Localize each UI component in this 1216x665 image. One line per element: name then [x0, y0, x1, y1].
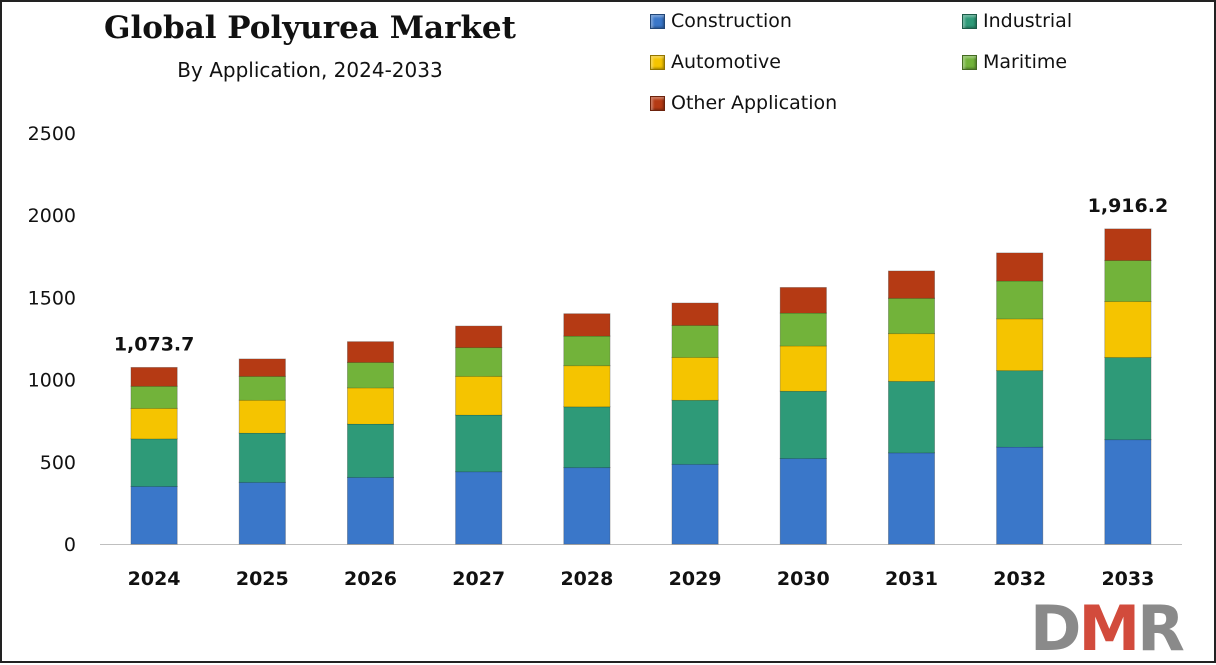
legend-label-automotive: Automotive	[671, 51, 781, 73]
legend-swatch-industrial	[962, 13, 977, 29]
bar-shade-automotive-2029	[672, 357, 719, 401]
bar-shade-construction-2031	[888, 452, 935, 544]
bar-shade-other-application-2028	[563, 313, 610, 337]
bar-shade-maritime-2026	[347, 362, 394, 388]
y-tick-label-2000: 2000	[28, 205, 76, 227]
bar-shade-construction-2033	[1104, 439, 1151, 544]
legend-item-automotive: Automotive	[650, 51, 962, 73]
x-tick-label-2027: 2027	[452, 568, 505, 590]
bar-shade-automotive-2024	[131, 408, 178, 439]
bar-shade-other-application-2025	[239, 359, 286, 377]
bar-shade-industrial-2027	[455, 414, 502, 472]
chart-title: Global Polyurea Market	[104, 10, 516, 46]
bar-shade-construction-2032	[996, 447, 1043, 544]
y-tick-label-500: 500	[40, 452, 76, 474]
data-label-2024: 1,073.7	[114, 333, 195, 355]
bar-shade-automotive-2030	[780, 345, 827, 392]
x-tick-label-2025: 2025	[236, 568, 289, 590]
legend-item-maritime: Maritime	[962, 51, 1122, 73]
y-tick-label-2500: 2500	[28, 123, 76, 145]
x-tick-label-2031: 2031	[885, 568, 938, 590]
bar-shade-construction-2025	[239, 482, 286, 544]
bar-shade-industrial-2033	[1104, 357, 1151, 440]
x-tick-label-2033: 2033	[1101, 568, 1154, 590]
x-tick-label-2030: 2030	[777, 568, 830, 590]
legend-swatch-automotive	[650, 54, 665, 70]
bar-shade-other-application-2024	[131, 367, 178, 387]
legend-item-construction: Construction	[650, 10, 962, 32]
bar-shade-automotive-2026	[347, 387, 394, 424]
bar-shade-maritime-2030	[780, 313, 827, 346]
bar-shade-construction-2028	[563, 467, 610, 544]
bar-shade-other-application-2026	[347, 341, 394, 363]
x-tick-label-2029: 2029	[669, 568, 722, 590]
bar-shade-industrial-2031	[888, 381, 935, 453]
x-tick-label-2028: 2028	[560, 568, 613, 590]
legend-swatch-other-application	[650, 95, 665, 111]
dmr-logo: DMR	[1030, 598, 1185, 660]
bar-shade-construction-2024	[131, 486, 178, 544]
logo-letter-d: D	[1030, 592, 1081, 665]
bar-shade-industrial-2025	[239, 433, 286, 483]
legend-item-other-application: Other Application	[650, 92, 962, 114]
bar-shade-construction-2029	[672, 464, 719, 544]
legend-swatch-construction	[650, 13, 665, 29]
bar-shade-industrial-2032	[996, 370, 1043, 448]
legend-label-construction: Construction	[671, 10, 792, 32]
data-label-2033: 1,916.2	[1088, 195, 1169, 217]
legend: Construction Industrial Automotive Marit…	[650, 10, 1110, 114]
legend-label-other-application: Other Application	[671, 92, 838, 114]
legend-item-industrial: Industrial	[962, 10, 1122, 32]
bar-shade-maritime-2031	[888, 298, 935, 334]
bar-shade-industrial-2026	[347, 423, 394, 478]
legend-swatch-maritime	[962, 54, 977, 70]
x-tick-label-2024: 2024	[128, 568, 181, 590]
bar-shade-automotive-2025	[239, 400, 286, 434]
logo-letter-r: R	[1137, 592, 1185, 665]
bar-shade-automotive-2033	[1104, 301, 1151, 358]
legend-label-industrial: Industrial	[983, 10, 1073, 32]
bar-shade-maritime-2028	[563, 336, 610, 366]
bar-shade-automotive-2031	[888, 333, 935, 382]
bar-shade-maritime-2033	[1104, 260, 1151, 302]
bar-shade-industrial-2029	[672, 400, 719, 465]
bar-shade-industrial-2024	[131, 438, 178, 487]
bar-shade-industrial-2030	[780, 391, 827, 459]
legend-label-maritime: Maritime	[983, 51, 1068, 73]
x-tick-label-2026: 2026	[344, 568, 397, 590]
chart-subtitle: By Application, 2024-2033	[177, 58, 443, 82]
bar-shade-construction-2030	[780, 458, 827, 544]
bar-shade-other-application-2027	[455, 326, 502, 348]
x-tick-label-2032: 2032	[993, 568, 1046, 590]
bar-shade-automotive-2032	[996, 318, 1043, 371]
bar-shade-maritime-2032	[996, 280, 1043, 319]
bar-shade-other-application-2031	[888, 271, 935, 299]
y-tick-label-1000: 1000	[28, 370, 76, 392]
bar-shade-maritime-2029	[672, 325, 719, 358]
bar-shade-other-application-2033	[1104, 228, 1151, 261]
bar-shade-other-application-2032	[996, 253, 1043, 281]
y-tick-label-1500: 1500	[28, 287, 76, 309]
y-tick-label-0: 0	[64, 534, 76, 556]
bar-shade-automotive-2027	[455, 376, 502, 415]
bar-shade-other-application-2029	[672, 303, 719, 326]
logo-letter-m: M	[1078, 592, 1140, 665]
bar-shade-maritime-2024	[131, 386, 178, 409]
bar-shade-maritime-2025	[239, 376, 286, 401]
bar-shade-industrial-2028	[563, 406, 610, 468]
bar-shade-construction-2027	[455, 471, 502, 544]
bar-shade-maritime-2027	[455, 347, 502, 377]
bar-shade-automotive-2028	[563, 365, 610, 407]
bar-shade-other-application-2030	[780, 287, 827, 314]
bar-shade-construction-2026	[347, 477, 394, 544]
